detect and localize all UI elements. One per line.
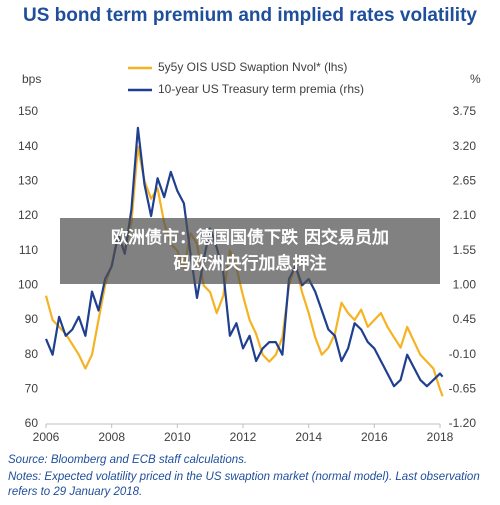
x-tick-label: 2016 bbox=[361, 430, 388, 444]
y-axis-label: bps bbox=[22, 72, 41, 86]
x-tick-label: 2012 bbox=[230, 430, 257, 444]
y-tick-label: 70 bbox=[25, 382, 39, 396]
banner-line: 欧洲债市：德国国债下跌 因交易员加 bbox=[111, 228, 389, 248]
y2-tick-label: 1.55 bbox=[453, 243, 477, 257]
y2-tick-label: 2.10 bbox=[453, 208, 477, 222]
legend-label: 10-year US Treasury term premia (rhs) bbox=[158, 82, 364, 96]
x-tick-label: 2010 bbox=[164, 430, 191, 444]
y-tick-label: 110 bbox=[19, 243, 38, 257]
y2-tick-label: 2.65 bbox=[453, 174, 477, 188]
x-tick-label: 2008 bbox=[98, 430, 125, 444]
y2-tick-label: 1.00 bbox=[453, 278, 477, 292]
y-tick-label: 80 bbox=[25, 347, 39, 361]
y-tick-label: 150 bbox=[18, 104, 38, 118]
y-tick-label: 140 bbox=[18, 139, 38, 153]
y2-tick-label: 0.45 bbox=[453, 312, 477, 326]
chart-title: US bond term premium and implied rates v… bbox=[23, 5, 477, 26]
legend-label: 5y5y OIS USD Swaption Nvol* (lhs) bbox=[158, 60, 347, 74]
y-tick-label: 100 bbox=[18, 278, 38, 292]
y2-tick-label: -0.65 bbox=[449, 382, 477, 396]
y2-tick-label: -0.10 bbox=[449, 347, 477, 361]
banner-line: 码欧洲央行加息押注 bbox=[173, 254, 327, 274]
y-tick-label: 90 bbox=[25, 312, 39, 326]
news-banner: 欧洲债市：德国国债下跌 因交易员加 码欧洲央行加息押注 bbox=[60, 218, 440, 284]
x-tick-label: 2014 bbox=[295, 430, 322, 444]
footnote: Notes: Expected volatility priced in the… bbox=[8, 471, 480, 498]
y2-tick-label: 3.75 bbox=[453, 104, 477, 118]
y2-axis-label: % bbox=[470, 72, 481, 86]
x-tick-label: 2006 bbox=[33, 430, 60, 444]
y-tick-label: 60 bbox=[25, 416, 39, 430]
y-tick-label: 130 bbox=[18, 174, 38, 188]
y-tick-label: 120 bbox=[18, 208, 38, 222]
y2-tick-label: 3.20 bbox=[453, 139, 477, 153]
x-tick-label: 2018 bbox=[427, 430, 454, 444]
source-note: Source: Bloomberg and ECB staff calculat… bbox=[8, 454, 248, 466]
y2-tick-label: -1.20 bbox=[449, 416, 477, 430]
